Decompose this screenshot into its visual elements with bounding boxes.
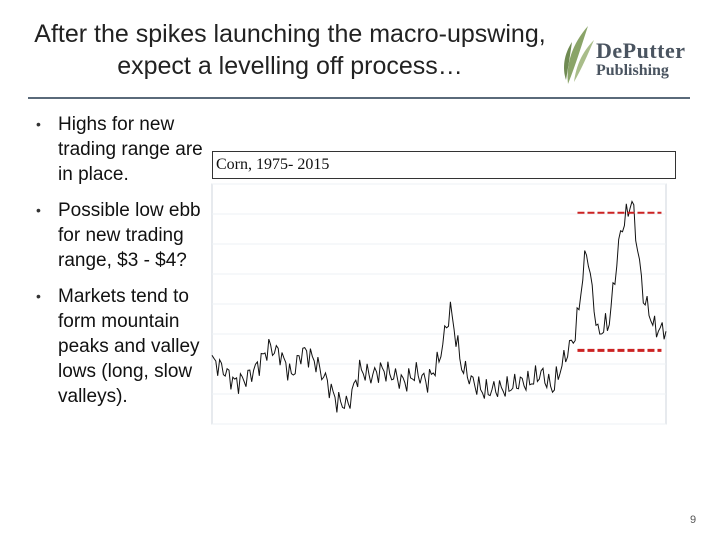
bullet-item: • Highs for new trading range are in plac… [36, 112, 206, 187]
bullet-text: Possible low ebb for new trading range, … [58, 200, 201, 271]
logo-line2: Publishing [596, 62, 669, 79]
deputter-logo: DePutter Publishing [562, 24, 692, 90]
bullet-list: • Highs for new trading range are in plac… [36, 112, 206, 420]
logo-line1: DePutter [596, 38, 686, 63]
chart-title: Corn, 1975- 2015 [216, 156, 330, 173]
title-divider [28, 97, 690, 99]
bullet-dot-icon: • [36, 288, 41, 304]
bullet-text: Highs for new trading range are in place… [58, 114, 203, 185]
bullet-text: Markets tend to form mountain peaks and … [58, 286, 200, 407]
bullet-dot-icon: • [36, 116, 41, 132]
bullet-item: • Markets tend to form mountain peaks and… [36, 284, 206, 409]
price-series-line [211, 200, 667, 413]
bullet-dot-icon: • [36, 202, 41, 218]
leaf-icon [564, 26, 594, 84]
bullet-item: • Possible low ebb for new trading range,… [36, 198, 206, 273]
page-number: 9 [690, 514, 697, 526]
chart-title-box [212, 151, 676, 179]
slide-title: After the spikes launching the macro-ups… [34, 20, 546, 80]
corn-price-chart [211, 183, 667, 425]
